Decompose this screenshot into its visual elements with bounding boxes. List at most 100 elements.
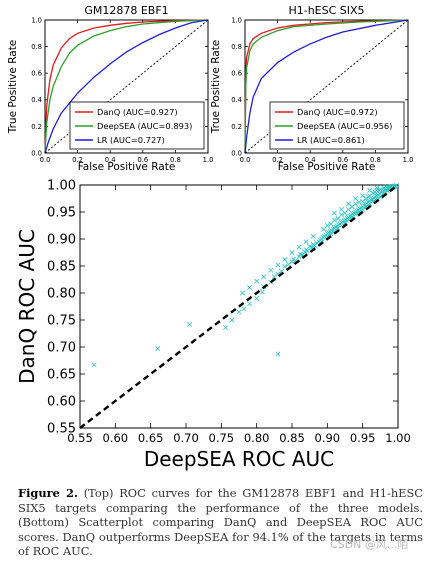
roc-legend: DanQ (AUC=0.927) DeepSEA (AUC=0.893) LR (A… xyxy=(69,101,205,150)
scatter-point-stroke xyxy=(356,209,362,215)
x-tick-label: 1.0 xyxy=(203,156,214,164)
y-tick-label: 0.70 xyxy=(47,341,76,356)
roc-curve-lr xyxy=(244,19,409,154)
scatter-point-stroke xyxy=(236,309,242,315)
scatter-point xyxy=(240,290,246,296)
scatter-point-stroke xyxy=(275,262,281,268)
scatter-point xyxy=(187,321,193,327)
scatter-point-stroke xyxy=(365,194,371,200)
y-tick-label: 0.0 xyxy=(231,149,242,157)
scatter-point-stroke xyxy=(374,185,380,191)
roc-ticks: 0.0 0.2 0.4 0.6 0.8 1.0 0.0 0.2 0.4 0.6 0.8 1.0 xyxy=(31,16,213,164)
scatter-point-stroke xyxy=(353,201,359,207)
scatter-point-stroke xyxy=(187,321,193,327)
x-tick-label: 0.80 xyxy=(244,431,270,445)
x-tick-label: 0.4 xyxy=(105,156,116,164)
y-tick-label: 0.65 xyxy=(47,368,76,383)
roc-curves xyxy=(44,19,209,154)
legend-label: DanQ (AUC=0.972) xyxy=(297,107,378,117)
scatter-point-stroke xyxy=(300,252,306,258)
scatter-point-stroke xyxy=(285,261,291,267)
scatter-point xyxy=(353,201,359,207)
scatter-point-stroke xyxy=(328,221,334,227)
x-tick-label: 0.70 xyxy=(173,431,199,445)
scatter-point-stroke xyxy=(360,206,366,212)
scatter-point xyxy=(268,267,274,273)
y-tick-label: 0.8 xyxy=(231,43,242,51)
scatter-point xyxy=(376,187,382,193)
scatter-point xyxy=(91,362,97,368)
x-tick-label: 0.75 xyxy=(209,431,235,445)
scatter-point-stroke xyxy=(275,351,281,357)
scatter-ylabel: DanQ ROC AUC xyxy=(15,229,39,384)
scatter-point-stroke xyxy=(372,189,378,195)
scatter-point xyxy=(271,274,277,280)
y-tick-label: 0.4 xyxy=(31,96,42,104)
scatter-point xyxy=(328,221,334,227)
roc-xlabel: False Positive Rate xyxy=(278,161,376,173)
roc-curves xyxy=(244,19,409,154)
scatter-point-stroke xyxy=(303,239,309,245)
scatter-point xyxy=(367,187,373,193)
roc-curve-lr xyxy=(44,19,209,154)
x-tick-label: 0.6 xyxy=(137,156,148,164)
scatter-point-stroke xyxy=(331,210,337,216)
scatter-point xyxy=(259,289,265,295)
scatter-point xyxy=(346,201,352,207)
scatter-point xyxy=(223,325,229,331)
scatter-point xyxy=(310,233,316,239)
roc-curve-deepsea xyxy=(44,19,209,154)
roc-title: H1-hESC SIX5 xyxy=(288,4,364,17)
chance-diagonal xyxy=(44,19,209,154)
scatter-point-stroke xyxy=(353,196,359,201)
x-tick-label: 1.00 xyxy=(385,431,411,445)
scatter-point xyxy=(305,248,311,254)
scatter-point-stroke xyxy=(223,325,229,331)
scatter-point-stroke xyxy=(289,250,295,255)
scatter-point-stroke xyxy=(155,346,161,352)
y-tick-label: 1.0 xyxy=(231,16,242,24)
roc-curve-danq xyxy=(44,19,209,154)
scatter-point xyxy=(338,206,344,212)
scatter-point-stroke xyxy=(305,248,311,254)
scatter-point xyxy=(236,309,242,315)
scatter-point-stroke xyxy=(367,201,373,207)
roc-legend: DanQ (AUC=0.972) DeepSEA (AUC=0.956) LR (A… xyxy=(269,101,405,150)
scatter-point xyxy=(254,278,260,284)
legend-label: DeepSEA (AUC=0.893) xyxy=(97,121,192,131)
legend-label: DanQ (AUC=0.927) xyxy=(97,107,178,117)
scatter-point xyxy=(241,306,247,312)
x-tick-label: 0.95 xyxy=(350,431,376,445)
roc-ylabel: True Positive Rate xyxy=(7,40,19,135)
y-tick-label: 0.60 xyxy=(47,395,76,410)
y-tick-label: 0.2 xyxy=(231,123,242,131)
y-tick-label: 0.95 xyxy=(47,206,76,221)
scatter-point-stroke xyxy=(384,188,390,194)
scatter-point-stroke xyxy=(324,233,330,239)
roc-panel-h1hesc: H1-hESC SIX5 0.0 0.2 0.4 0.6 0.8 1.0 0.0 0.2 0.4… xyxy=(210,4,413,173)
scatter-point xyxy=(289,259,295,265)
scatter-ticks: 0.55 0.60 0.65 0.70 0.75 0.80 0.85 0.90 0.95 1.00… xyxy=(47,179,411,446)
scatter-point-stroke xyxy=(338,206,344,212)
y-tick-label: 0.8 xyxy=(31,43,42,51)
scatter-panel: 0.55 0.60 0.65 0.70 0.75 0.80 0.85 0.90 0.95 1.00… xyxy=(15,179,411,472)
x-tick-label: 0.2 xyxy=(272,156,283,164)
scatter-point-stroke xyxy=(376,187,382,193)
scatter-point-stroke xyxy=(289,259,295,265)
roc-title: GM12878 EBF1 xyxy=(84,4,168,17)
y-tick-label: 0.6 xyxy=(31,70,42,78)
scatter-point-stroke xyxy=(360,198,366,204)
scatter-point-stroke xyxy=(91,362,97,368)
scatter-point xyxy=(296,244,302,250)
legend-label: LR (AUC=0.861) xyxy=(297,135,365,145)
scatter-point-stroke xyxy=(346,201,352,207)
scatter-point xyxy=(247,285,253,291)
scatter-point xyxy=(331,210,337,216)
scatter-point-stroke xyxy=(302,249,308,255)
y-tick-label: 1.0 xyxy=(31,16,42,24)
identity-diagonal xyxy=(79,184,399,429)
y-tick-label: 0.75 xyxy=(47,314,76,329)
legend-label: DeepSEA (AUC=0.956) xyxy=(297,121,392,131)
x-tick-label: 1.0 xyxy=(403,156,414,164)
